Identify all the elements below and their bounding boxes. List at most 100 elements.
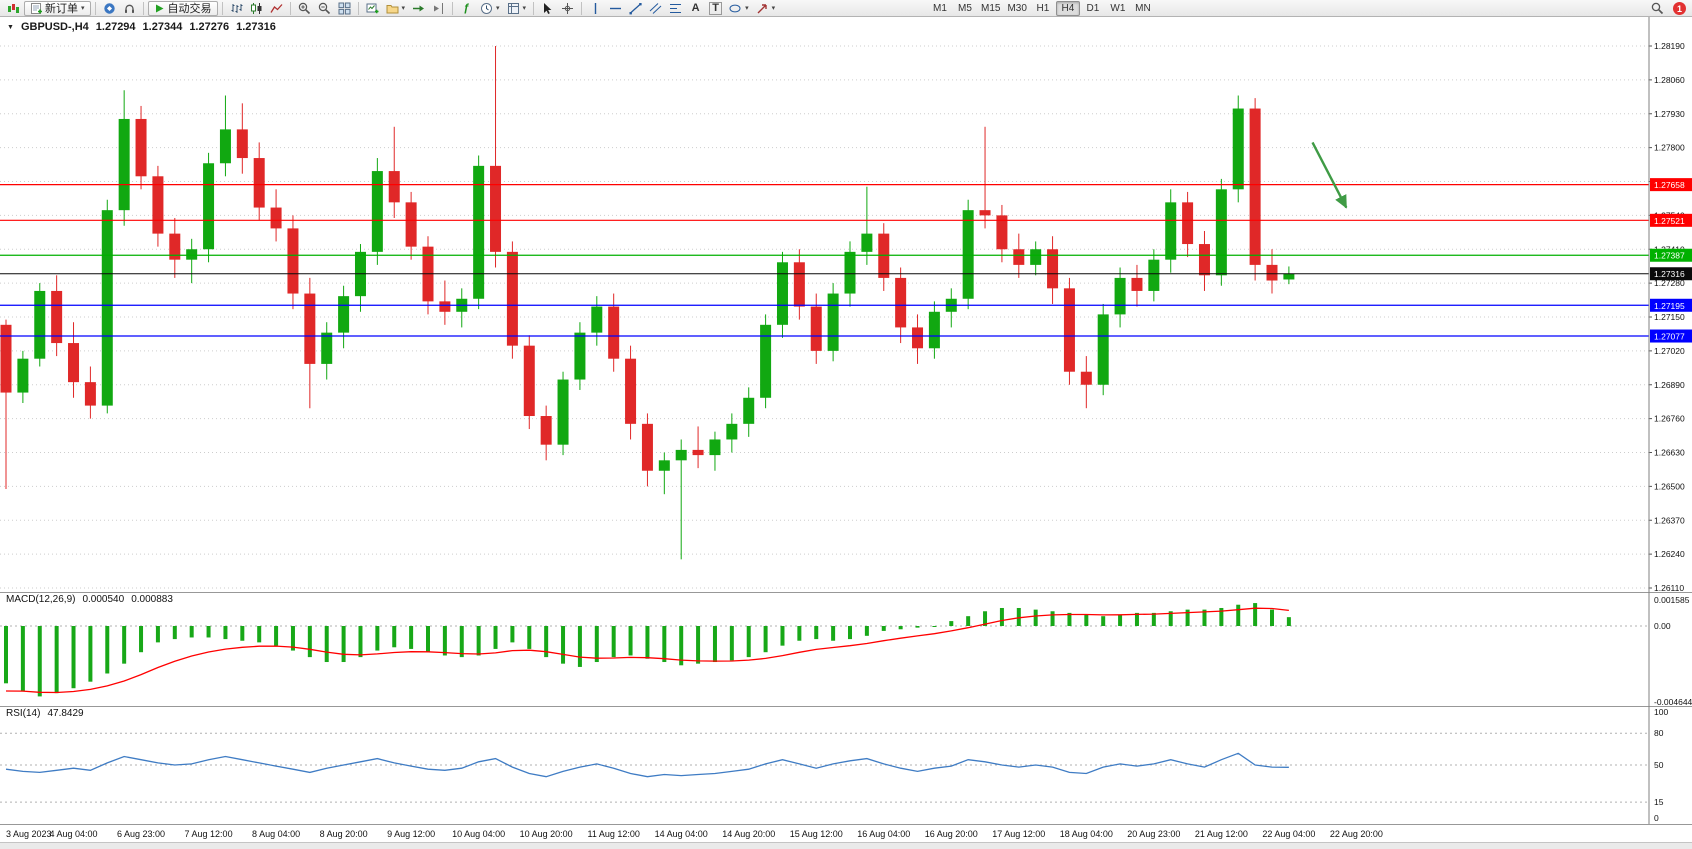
svg-text:1.27280: 1.27280 <box>1654 278 1685 288</box>
svg-text:1.27195: 1.27195 <box>1654 301 1685 311</box>
tile-windows-icon[interactable] <box>335 1 354 16</box>
toolbar-separator <box>221 1 223 15</box>
support-headset-icon[interactable] <box>120 1 139 16</box>
shapes-tool-icon[interactable]: ▾ <box>726 1 752 16</box>
toolbar-separator <box>581 1 583 15</box>
notification-badge[interactable]: 1 <box>1673 2 1686 15</box>
time-axis[interactable]: 3 Aug 2023 4 Aug 04:00 6 Aug 23:00 7 Aug 12… <box>0 824 1692 842</box>
channel-tool-icon[interactable] <box>646 1 665 16</box>
timeframe-m5[interactable]: M5 <box>953 1 977 16</box>
time-axis-label: 21 Aug 12:00 <box>1194 829 1248 839</box>
line-chart-icon[interactable] <box>267 1 286 16</box>
mql5-community-icon[interactable] <box>100 1 119 16</box>
bar-chart-icon[interactable] <box>227 1 246 16</box>
time-axis-label: 20 Aug 23:00 <box>1127 829 1181 839</box>
chevron-down-icon: ▾ <box>401 4 406 12</box>
toolbar-separator <box>533 1 535 15</box>
horizontal-scrollbar[interactable] <box>0 842 1692 849</box>
indicators-icon[interactable]: ƒ <box>457 1 476 16</box>
svg-text:1.27658: 1.27658 <box>1654 180 1685 190</box>
time-axis-label: 8 Aug 04:00 <box>252 829 301 839</box>
svg-text:100: 100 <box>1654 707 1668 717</box>
svg-text:1.28060: 1.28060 <box>1654 75 1685 85</box>
svg-text:1.27521: 1.27521 <box>1654 216 1685 226</box>
price-panel: 1.281901.280601.279301.278001.276701.275… <box>0 17 1692 592</box>
macd-chart-canvas[interactable]: 0.001585 0.00 -0.004644 <box>0 592 1692 706</box>
cursor-icon[interactable] <box>538 1 557 16</box>
time-axis-label: 7 Aug 12:00 <box>184 829 233 839</box>
timeframe-mn[interactable]: MN <box>1131 1 1155 16</box>
svg-text:1.26890: 1.26890 <box>1654 380 1685 390</box>
new-chart-icon[interactable] <box>363 1 382 16</box>
search-icon[interactable] <box>1648 1 1667 16</box>
new-order-button[interactable]: 新订单 ▾ <box>24 0 91 16</box>
zoom-in-icon[interactable] <box>295 1 314 16</box>
time-axis-label: 14 Aug 20:00 <box>722 829 776 839</box>
time-axis-label: 10 Aug 04:00 <box>452 829 506 839</box>
charts-icon[interactable] <box>4 1 23 16</box>
timeframe-h4[interactable]: H4 <box>1055 1 1080 16</box>
svg-text:15: 15 <box>1654 797 1664 807</box>
svg-text:1.26760: 1.26760 <box>1654 414 1685 424</box>
timeframe-m30[interactable]: M30 <box>1004 1 1029 16</box>
crosshair-icon[interactable] <box>558 1 577 16</box>
svg-text:1.26110: 1.26110 <box>1654 583 1684 592</box>
candlestick-chart-icon[interactable] <box>247 1 266 16</box>
new-order-label: 新订单 <box>45 3 78 15</box>
chart-shift-icon[interactable] <box>429 1 448 16</box>
timeframe-m1[interactable]: M1 <box>928 1 952 16</box>
time-axis-label: 18 Aug 04:00 <box>1059 829 1113 839</box>
chart-menu-icon[interactable]: ▼ <box>7 23 14 31</box>
svg-text:1.27800: 1.27800 <box>1654 143 1685 153</box>
svg-text:-0.004644: -0.004644 <box>1654 697 1692 706</box>
time-axis-label: 15 Aug 12:00 <box>789 829 843 839</box>
trendline-tool-icon[interactable] <box>626 1 645 16</box>
auto-scroll-icon[interactable] <box>409 1 428 16</box>
time-axis-label: 22 Aug 20:00 <box>1329 829 1383 839</box>
svg-text:1.27316: 1.27316 <box>1654 269 1685 279</box>
time-axis-label: 16 Aug 04:00 <box>857 829 911 839</box>
timeframe-w1[interactable]: W1 <box>1106 1 1130 16</box>
arrows-tool-icon[interactable]: ▾ <box>753 1 779 16</box>
time-axis-label: 8 Aug 20:00 <box>319 829 368 839</box>
price-chart-canvas[interactable]: 1.281901.280601.279301.278001.276701.275… <box>0 17 1692 592</box>
text-label-tool-icon[interactable]: T <box>706 1 725 16</box>
toolbar-separator <box>357 1 359 15</box>
chevron-down-icon: ▾ <box>771 4 776 12</box>
svg-text:1.27930: 1.27930 <box>1654 109 1685 119</box>
autotrade-play-icon <box>154 2 165 15</box>
chevron-down-icon: ▾ <box>745 4 749 12</box>
svg-text:0: 0 <box>1654 813 1659 823</box>
fibonacci-tool-icon[interactable] <box>666 1 685 16</box>
timeframe-m15[interactable]: M15 <box>978 1 1003 16</box>
text-tool-icon[interactable]: A <box>686 1 705 16</box>
templates-icon[interactable]: ▾ <box>504 1 530 16</box>
svg-text:1.27077: 1.27077 <box>1654 332 1685 342</box>
macd-panel: 0.001585 0.00 -0.004644 MACD(12,26,9) 0.00… <box>0 592 1692 706</box>
timeframe-h1[interactable]: H1 <box>1031 1 1055 16</box>
timeframe-buttons: M1 M5 M15 M30 H1 H4 D1 W1 MN <box>928 0 1155 17</box>
svg-text:1.26370: 1.26370 <box>1654 515 1685 525</box>
svg-text:80: 80 <box>1654 728 1664 738</box>
toolbar-right-group: 1 <box>1648 0 1686 17</box>
time-axis-label: 4 Aug 04:00 <box>49 829 98 839</box>
vertical-line-tool-icon[interactable] <box>586 1 605 16</box>
svg-text:1.28190: 1.28190 <box>1654 41 1685 51</box>
profiles-icon[interactable]: ▾ <box>383 1 409 16</box>
svg-text:0.00: 0.00 <box>1654 621 1671 631</box>
new-order-icon <box>30 2 42 15</box>
svg-text:1.27020: 1.27020 <box>1654 346 1685 356</box>
chevron-down-icon: ▾ <box>522 4 527 12</box>
timeframe-d1[interactable]: D1 <box>1081 1 1105 16</box>
autotrade-label: 自动交易 <box>167 3 212 15</box>
zoom-out-icon[interactable] <box>315 1 334 16</box>
time-axis-label: 14 Aug 04:00 <box>654 829 708 839</box>
horizontal-line-tool-icon[interactable] <box>606 1 625 16</box>
periods-clock-icon[interactable]: ▾ <box>477 1 503 16</box>
time-axis-label: 10 Aug 20:00 <box>519 829 573 839</box>
autotrade-button[interactable]: 自动交易 <box>147 0 218 16</box>
toolbar-separator <box>94 1 96 15</box>
time-axis-label: 17 Aug 12:00 <box>992 829 1046 839</box>
rsi-chart-canvas[interactable]: 100 80 50 15 0 <box>0 706 1692 824</box>
